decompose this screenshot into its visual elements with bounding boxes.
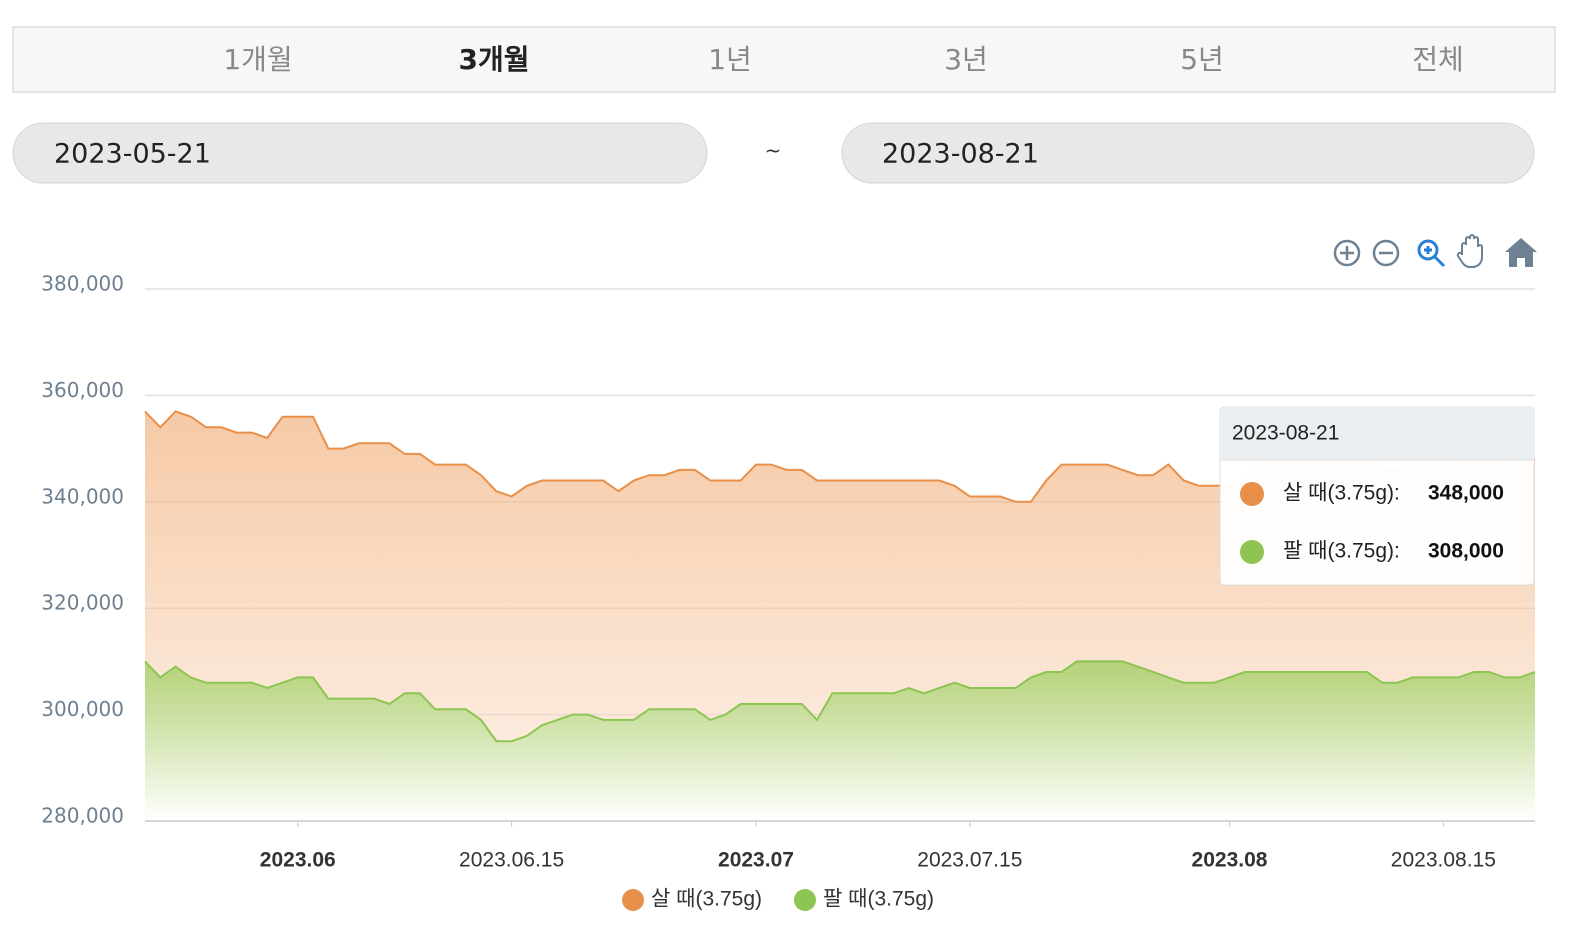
pan-button[interactable]	[1456, 234, 1483, 268]
legend-marker	[794, 889, 816, 911]
tooltip-header	[1221, 408, 1533, 460]
tab-bar	[12, 26, 1556, 93]
y-tick-label: 300,000	[41, 697, 124, 721]
tooltip-marker	[1240, 540, 1264, 564]
tab[interactable]: 5년	[1180, 43, 1224, 76]
tab[interactable]: 1개월	[223, 43, 292, 76]
y-tick-label: 280,000	[41, 804, 124, 828]
legend-marker	[622, 889, 644, 911]
x-tick-label: 2023.06.15	[459, 849, 564, 872]
selection-zoom-button[interactable]	[1417, 239, 1446, 268]
start-date: 2023-05-21	[54, 139, 211, 170]
y-tick-label: 320,000	[41, 591, 124, 615]
tooltip-value: 308,000	[1428, 540, 1504, 563]
tab[interactable]: 3개월	[458, 43, 529, 76]
end-date: 2023-08-21	[882, 139, 1039, 170]
y-tick-label: 380,000	[41, 272, 124, 296]
area-fill	[145, 661, 1535, 821]
zoom-out-button[interactable]	[1372, 239, 1400, 267]
tab[interactable]: 전체	[1412, 43, 1464, 76]
end-date-input[interactable]	[841, 122, 1535, 184]
y-tick-label: 340,000	[41, 484, 124, 508]
start-date-input[interactable]	[12, 122, 708, 184]
tab[interactable]: 3년	[944, 43, 988, 76]
tooltip-value: 348,000	[1428, 482, 1504, 505]
tooltip-label: 팔 때(3.75g):	[1283, 540, 1400, 563]
reset-zoom-button[interactable]	[1505, 238, 1537, 267]
legend-label[interactable]: 팔 때(3.75g)	[823, 888, 934, 911]
x-tick-label: 2023.07	[718, 849, 794, 872]
x-tick-label: 2023.07.15	[917, 849, 1022, 872]
legend-label[interactable]: 살 때(3.75g)	[651, 888, 762, 911]
x-tick-label: 2023.06	[260, 849, 336, 872]
separator: ~	[765, 139, 782, 163]
line	[144, 660, 1536, 743]
tab[interactable]: 1년	[708, 43, 752, 76]
tooltip-marker	[1240, 482, 1264, 506]
tooltip-date: 2023-08-21	[1232, 422, 1339, 445]
x-tick-label: 2023.08	[1192, 849, 1268, 872]
tooltip-label: 살 때(3.75g):	[1283, 482, 1400, 505]
zoom-in-button[interactable]	[1333, 239, 1361, 267]
x-tick-label: 2023.08.15	[1391, 849, 1496, 872]
y-tick-label: 360,000	[41, 378, 124, 402]
